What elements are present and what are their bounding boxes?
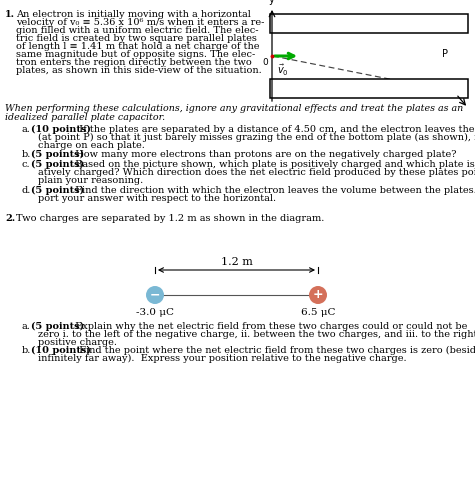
Text: plates, as shown in this side-view of the situation.: plates, as shown in this side-view of th… xyxy=(16,66,262,75)
Text: tric field is created by two square parallel plates: tric field is created by two square para… xyxy=(16,34,257,43)
Text: of length l ≡ 1.41 m that hold a net charge of the: of length l ≡ 1.41 m that hold a net cha… xyxy=(16,42,259,51)
Text: +: + xyxy=(313,289,323,302)
Text: 2.: 2. xyxy=(5,214,15,223)
Text: a.: a. xyxy=(22,322,31,331)
Text: Two charges are separated by 1.2 m as shown in the diagram.: Two charges are separated by 1.2 m as sh… xyxy=(16,214,324,223)
Circle shape xyxy=(309,286,327,304)
Text: (10 points): (10 points) xyxy=(31,346,91,355)
Text: Find the direction with which the electron leaves the volume between the plates.: Find the direction with which the electr… xyxy=(72,186,475,195)
Text: $\vec{v}_0$: $\vec{v}_0$ xyxy=(277,63,289,78)
Text: infinitely far away).  Express your position relative to the negative charge.: infinitely far away). Express your posit… xyxy=(38,354,407,363)
Text: When performing these calculations, ignore any gravitational effects and treat t: When performing these calculations, igno… xyxy=(5,104,463,113)
Text: a.: a. xyxy=(22,125,31,134)
Text: Based on the picture shown, which plate is positively charged and which plate is: Based on the picture shown, which plate … xyxy=(72,160,475,169)
Text: If the plates are separated by a distance of 4.50 cm, and the electron leaves th: If the plates are separated by a distanc… xyxy=(76,125,475,134)
Text: 1.: 1. xyxy=(5,10,15,19)
Text: positive charge.: positive charge. xyxy=(38,338,117,347)
Text: y: y xyxy=(269,0,275,5)
Text: Find the point where the net electric field from these two charges is zero (besi: Find the point where the net electric fi… xyxy=(76,346,475,355)
Text: -3.0 μC: -3.0 μC xyxy=(136,308,174,317)
Text: d.: d. xyxy=(22,186,31,195)
Text: c.: c. xyxy=(22,160,30,169)
Text: b.: b. xyxy=(22,150,31,159)
Text: velocity of v₀ ≡ 5.36 x 10⁶ m/s when it enters a re-: velocity of v₀ ≡ 5.36 x 10⁶ m/s when it … xyxy=(16,18,265,27)
Text: charge on each plate.: charge on each plate. xyxy=(38,141,145,150)
Text: (10 points): (10 points) xyxy=(31,125,91,134)
Text: Explain why the net electric field from these two charges could or could not be: Explain why the net electric field from … xyxy=(72,322,467,331)
Text: idealized parallel plate capacitor.: idealized parallel plate capacitor. xyxy=(5,113,165,122)
Text: 6.5 μC: 6.5 μC xyxy=(301,308,335,317)
Text: An electron is initially moving with a horizontal: An electron is initially moving with a h… xyxy=(16,10,251,19)
Text: atively charged? Which direction does the net electric field produced by these p: atively charged? Which direction does th… xyxy=(38,168,475,177)
Text: 1.2 m: 1.2 m xyxy=(220,257,252,267)
Text: P: P xyxy=(442,49,448,59)
Circle shape xyxy=(146,286,164,304)
Text: port your answer with respect to the horizontal.: port your answer with respect to the hor… xyxy=(38,194,276,203)
Text: How many more electrons than protons are on the negatively charged plate?: How many more electrons than protons are… xyxy=(72,150,456,159)
Bar xyxy=(270,79,468,98)
Text: (at point P) so that it just barely misses grazing the end of the bottom plate (: (at point P) so that it just barely miss… xyxy=(38,133,475,142)
Text: (5 points): (5 points) xyxy=(31,150,84,159)
Text: tron enters the region directly between the two: tron enters the region directly between … xyxy=(16,58,252,67)
Text: same magnitude but of opposite signs. The elec-: same magnitude but of opposite signs. Th… xyxy=(16,50,255,59)
Bar xyxy=(270,14,468,33)
Text: −: − xyxy=(150,289,160,302)
Text: 0: 0 xyxy=(262,58,268,67)
Text: (5 points): (5 points) xyxy=(31,186,84,195)
Text: plain your reasoning.: plain your reasoning. xyxy=(38,176,143,185)
Text: (5 points): (5 points) xyxy=(31,322,84,331)
Text: zero i. to the left of the negative charge, ii. between the two charges, and iii: zero i. to the left of the negative char… xyxy=(38,330,475,339)
Text: b.: b. xyxy=(22,346,31,355)
Text: gion filled with a uniform electric field. The elec-: gion filled with a uniform electric fiel… xyxy=(16,26,258,35)
Text: (5 points): (5 points) xyxy=(31,160,84,169)
